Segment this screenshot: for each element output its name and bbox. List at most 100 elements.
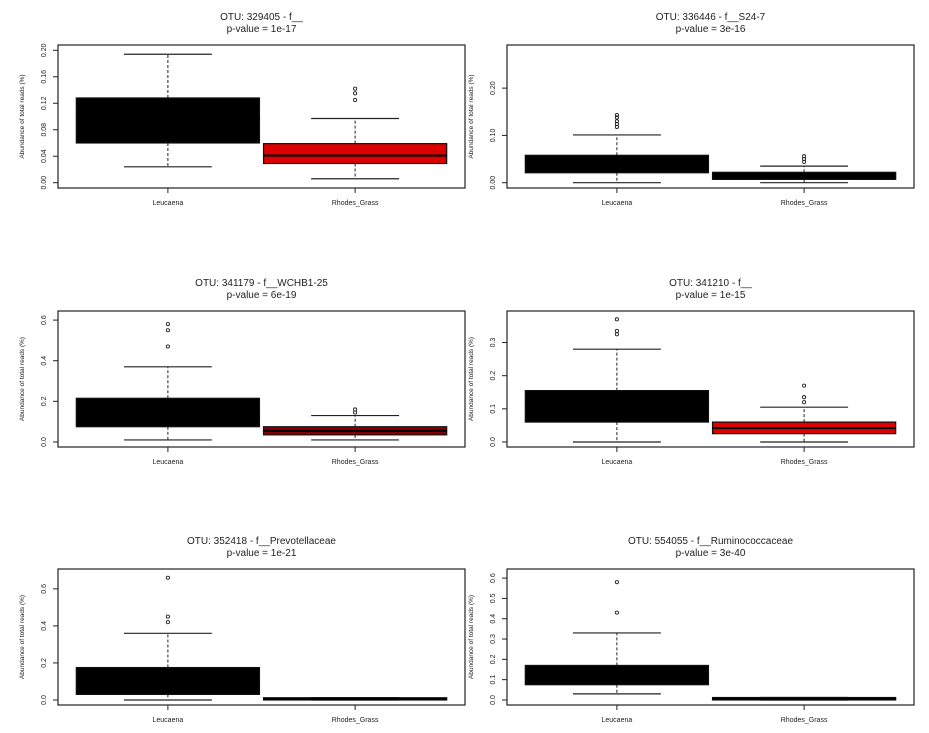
- outlier-point: [353, 91, 358, 96]
- outlier-point: [353, 86, 358, 91]
- y-tick-label: 0.00: [41, 176, 48, 190]
- y-tick-label: 0.12: [41, 96, 48, 110]
- outlier-point: [165, 344, 170, 349]
- box-body: [75, 97, 261, 144]
- box-leucaena: [524, 580, 710, 695]
- outlier-point: [353, 97, 358, 102]
- x-category-label: Rhodes_Grass: [332, 200, 379, 207]
- x-category-label: Leucaena: [602, 200, 633, 207]
- plot-frame: [57, 310, 466, 448]
- plot-frame: [57, 44, 466, 189]
- chart-subtitle: p-value = 1e-17: [227, 24, 297, 35]
- outlier-point: [614, 113, 619, 118]
- chart-title: OTU: 341179 - f__WCHB1-25: [195, 278, 328, 289]
- box-rhodes-grass: [711, 383, 897, 443]
- y-tick-label: 0.04: [41, 149, 48, 163]
- outlier-point: [614, 610, 619, 615]
- box-leucaena: [524, 317, 710, 443]
- x-category-label: Leucaena: [602, 717, 633, 724]
- y-tick-label: 0.10: [490, 128, 497, 142]
- y-tick-label: 0.3: [490, 634, 497, 644]
- plot-frame: [506, 310, 915, 448]
- y-tick-label: 0.00: [490, 176, 497, 190]
- y-tick-label: 0.6: [490, 573, 497, 583]
- chart-subtitle: p-value = 1e-21: [227, 548, 297, 559]
- y-tick-label: 0.2: [41, 658, 48, 668]
- box-body: [262, 143, 448, 165]
- outlier-point: [802, 154, 807, 159]
- chart-title: OTU: 336446 - f__S24-7: [656, 12, 766, 23]
- outlier-point: [353, 407, 358, 412]
- box-rhodes-grass: [262, 86, 448, 180]
- x-category-label: Leucaena: [602, 459, 633, 466]
- chart-title: OTU: 352418 - f__Prevotellaceae: [187, 536, 336, 547]
- x-category-label: Rhodes_Grass: [781, 200, 828, 207]
- box-body: [75, 397, 261, 428]
- outlier-point: [802, 395, 807, 400]
- y-tick-label: 0.6: [41, 584, 48, 594]
- y-tick-label: 0.4: [490, 614, 497, 624]
- y-tick-label: 0.0: [490, 437, 497, 447]
- y-axis-label: Abundance of total reads (%): [19, 337, 26, 421]
- y-axis-label: Abundance of total reads (%): [468, 337, 475, 421]
- box-rhodes-grass: [711, 154, 897, 184]
- x-category-label: Rhodes_Grass: [332, 717, 379, 724]
- y-tick-label: 0.2: [490, 371, 497, 381]
- outlier-point: [165, 328, 170, 333]
- y-tick-label: 0.0: [490, 695, 497, 705]
- y-tick-label: 0.08: [41, 123, 48, 137]
- box-leucaena: [75, 53, 261, 168]
- plot-frame: [506, 568, 915, 706]
- outlier-point: [165, 614, 170, 619]
- y-tick-label: 0.1: [490, 675, 497, 685]
- outlier-point: [165, 322, 170, 327]
- plot-frame: [506, 44, 915, 189]
- chart-title: OTU: 329405 - f__: [220, 12, 303, 23]
- box-rhodes-grass: [711, 696, 897, 701]
- y-axis-label: Abundance of total reads (%): [19, 595, 26, 679]
- y-axis-label: Abundance of total reads (%): [19, 74, 26, 158]
- x-category-label: Rhodes_Grass: [781, 459, 828, 466]
- y-tick-label: 0.4: [41, 356, 48, 366]
- outlier-point: [165, 620, 170, 625]
- box-leucaena: [75, 575, 261, 701]
- x-category-label: Leucaena: [153, 717, 184, 724]
- chart-subtitle: p-value = 6e-19: [227, 290, 297, 301]
- outlier-point: [614, 332, 619, 337]
- chart-panel-3: OTU: 341179 - f__WCHB1-25p-value = 6e-19…: [19, 278, 466, 466]
- box-leucaena: [75, 322, 261, 441]
- outlier-point: [614, 317, 619, 322]
- y-tick-label: 0.0: [41, 695, 48, 705]
- x-category-label: Leucaena: [153, 200, 184, 207]
- chart-panel-6: OTU: 554055 - f__Ruminococcaceaep-value …: [468, 536, 915, 724]
- y-tick-label: 0.3: [490, 338, 497, 348]
- chart-title: OTU: 554055 - f__Ruminococcaceae: [628, 536, 794, 547]
- plot-frame: [57, 568, 466, 706]
- y-tick-label: 0.2: [41, 396, 48, 406]
- y-tick-label: 0.1: [490, 404, 497, 414]
- x-category-label: Rhodes_Grass: [781, 717, 828, 724]
- x-category-label: Rhodes_Grass: [332, 459, 379, 466]
- chart-subtitle: p-value = 3e-16: [676, 24, 746, 35]
- box-rhodes-grass: [262, 407, 448, 441]
- outlier-point: [614, 328, 619, 333]
- y-tick-label: 0.5: [490, 593, 497, 603]
- y-tick-label: 0.6: [41, 315, 48, 325]
- y-tick-label: 0.20: [41, 43, 48, 57]
- y-tick-label: 0.0: [41, 437, 48, 447]
- y-tick-label: 0.16: [41, 70, 48, 84]
- outlier-point: [165, 575, 170, 580]
- chart-panel-1: OTU: 329405 - f__p-value = 1e-17 Abundanc…: [19, 12, 466, 207]
- box-leucaena: [524, 113, 710, 184]
- chart-panel-2: OTU: 336446 - f__S24-7p-value = 3e-16 Abu…: [468, 12, 915, 207]
- chart-subtitle: p-value = 1e-15: [676, 290, 746, 301]
- y-tick-label: 0.20: [490, 81, 497, 95]
- x-category-label: Leucaena: [153, 459, 184, 466]
- outlier-point: [614, 115, 619, 120]
- box-body: [75, 666, 261, 696]
- y-tick-label: 0.4: [41, 621, 48, 631]
- outlier-point: [802, 400, 807, 405]
- y-tick-label: 0.2: [490, 654, 497, 664]
